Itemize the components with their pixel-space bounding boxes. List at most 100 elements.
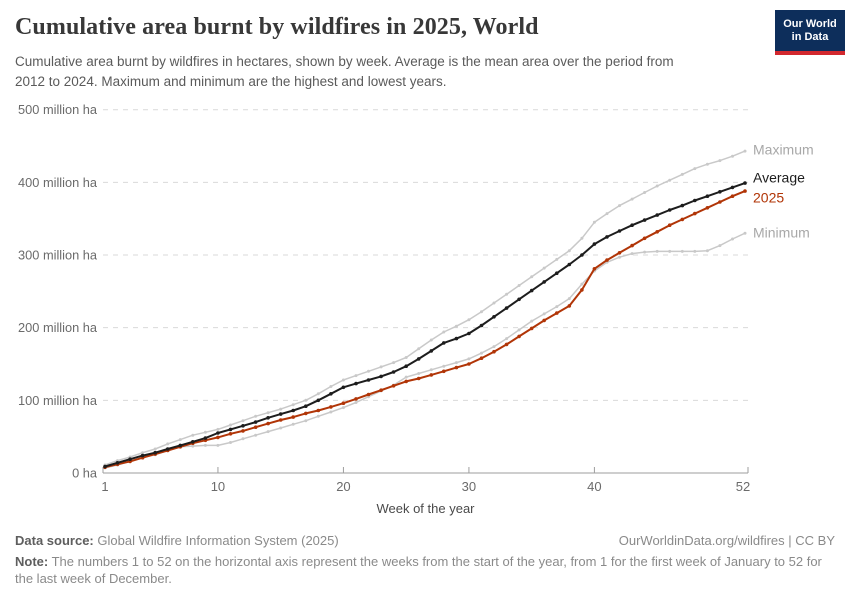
- data-point-minimum-w38: [567, 297, 571, 301]
- data-point-average-w14: [266, 416, 270, 420]
- data-point-2025-w20: [341, 401, 346, 406]
- data-point-maximum-w22: [367, 369, 370, 373]
- data-point-2025-w32: [492, 349, 496, 354]
- data-point-maximum-w10: [216, 427, 220, 431]
- data-point-minimum-w39: [580, 282, 584, 286]
- data-point-2025-w52: [743, 189, 747, 193]
- series-2025[interactable]: 2025: [103, 189, 784, 470]
- data-point-average-w37: [555, 271, 559, 276]
- data-point-2025-w13: [253, 425, 258, 430]
- data-point-minimum-w34: [517, 328, 521, 332]
- data-point-maximum-w37: [555, 257, 559, 261]
- data-point-average-w19: [329, 392, 333, 396]
- data-point-average-w31: [479, 323, 484, 328]
- series-minimum[interactable]: Minimum: [103, 225, 810, 470]
- data-point-average-w49: [705, 194, 710, 198]
- x-axis-tick-label-1: 1: [101, 479, 108, 494]
- data-source-label: Data source:: [15, 533, 94, 548]
- data-point-minimum-w8: [191, 444, 195, 448]
- data-point-average-w10: [216, 431, 220, 435]
- chart-note-label: Note:: [15, 554, 49, 569]
- data-point-2025-w38: [567, 304, 572, 308]
- series-label-minimum[interactable]: Minimum: [753, 225, 810, 241]
- data-point-2025-w22: [366, 392, 371, 397]
- data-point-maximum-w20: [341, 378, 345, 382]
- attribution-link[interactable]: OurWorldinData.org/wildfires | CC BY: [618, 533, 835, 548]
- series-label-maximum[interactable]: Maximum: [753, 142, 814, 158]
- series-line-minimum[interactable]: [104, 232, 746, 469]
- series-line-2025[interactable]: [104, 190, 746, 469]
- data-point-maximum-w30: [467, 318, 471, 322]
- data-point-minimum-w25: [404, 375, 408, 379]
- data-point-minimum-w50: [718, 244, 722, 248]
- data-point-maximum-w50: [718, 159, 722, 163]
- data-point-average-w18: [316, 398, 321, 403]
- data-point-maximum-w24: [392, 361, 396, 365]
- data-point-average-w4: [140, 453, 145, 458]
- data-point-minimum-w32: [492, 345, 496, 349]
- data-point-maximum-w4: [141, 451, 145, 455]
- data-point-2025-w31: [479, 356, 484, 361]
- data-point-2025-w15: [278, 418, 283, 422]
- chart-footer: Data source: Global Wildfire Information…: [15, 532, 835, 587]
- series-line-maximum[interactable]: [104, 150, 746, 466]
- data-point-maximum-w15: [279, 407, 283, 411]
- data-point-maximum-w36: [542, 266, 546, 270]
- data-point-minimum-w47: [680, 249, 684, 253]
- data-point-maximum-w12: [241, 419, 245, 423]
- data-point-minimum-w20: [341, 406, 345, 410]
- data-point-average-w6: [165, 447, 170, 451]
- data-point-minimum-w12: [241, 437, 245, 441]
- data-point-2025-w40: [592, 267, 597, 271]
- data-point-maximum-w19: [329, 385, 333, 388]
- series-label-average[interactable]: Average: [753, 170, 805, 186]
- data-point-minimum-w16: [291, 422, 295, 426]
- data-point-average-w41: [605, 235, 609, 239]
- owid-logo[interactable]: Our World in Data: [775, 10, 845, 55]
- data-point-2025-w47: [680, 217, 685, 222]
- data-point-2025-w33: [504, 342, 509, 347]
- data-point-minimum-w52: [743, 231, 747, 235]
- data-point-minimum-w18: [316, 414, 320, 418]
- y-axis-label-300: 300 million ha: [18, 248, 98, 263]
- x-axis-tick-label-40: 40: [587, 479, 601, 494]
- data-point-2025-w46: [667, 223, 672, 227]
- data-point-minimum-w30: [467, 357, 471, 361]
- data-point-2025-w45: [655, 230, 659, 234]
- data-point-maximum-w40: [592, 220, 596, 224]
- data-point-minimum-w9: [203, 443, 207, 447]
- data-point-average-w27: [429, 349, 434, 353]
- series-line-average[interactable]: [104, 182, 746, 468]
- y-axis-label-500: 500 million ha: [18, 102, 98, 117]
- series-maximum[interactable]: Maximum: [103, 142, 814, 467]
- data-point-average-w23: [379, 374, 383, 379]
- data-point-2025-w18: [316, 408, 321, 413]
- data-point-average-w34: [517, 297, 521, 302]
- data-point-minimum-w19: [329, 410, 333, 414]
- data-point-2025-w50: [718, 200, 722, 204]
- data-point-maximum-w43: [630, 197, 634, 201]
- data-point-maximum-w44: [643, 191, 647, 194]
- data-point-2025-w24: [391, 384, 396, 388]
- data-point-2025-w39: [580, 288, 584, 292]
- data-point-maximum-w46: [668, 178, 672, 182]
- x-axis-tick-label-52: 52: [736, 479, 750, 494]
- data-point-maximum-w9: [203, 430, 207, 434]
- data-point-2025-w16: [291, 415, 296, 419]
- data-point-2025-w36: [542, 318, 546, 323]
- data-point-average-w45: [655, 213, 659, 217]
- chart-note-line1: The numbers 1 to 52 on the horizontal ax…: [51, 554, 822, 569]
- data-point-average-w38: [567, 262, 572, 267]
- data-point-2025-w26: [416, 376, 421, 381]
- data-point-average-w35: [529, 288, 534, 293]
- series-label-2025[interactable]: 2025: [753, 190, 784, 206]
- data-point-minimum-w49: [705, 249, 709, 253]
- data-point-average-w17: [304, 404, 308, 409]
- series-average[interactable]: Average: [103, 170, 805, 469]
- data-point-2025-w30: [467, 362, 471, 366]
- data-point-maximum-w29: [454, 324, 458, 328]
- data-point-2025-w51: [730, 194, 735, 198]
- chart-subtitle-line2: 2012 to 2024. Maximum and minimum are th…: [15, 73, 447, 89]
- data-point-2025-w17: [304, 411, 308, 416]
- data-point-minimum-w35: [530, 319, 534, 323]
